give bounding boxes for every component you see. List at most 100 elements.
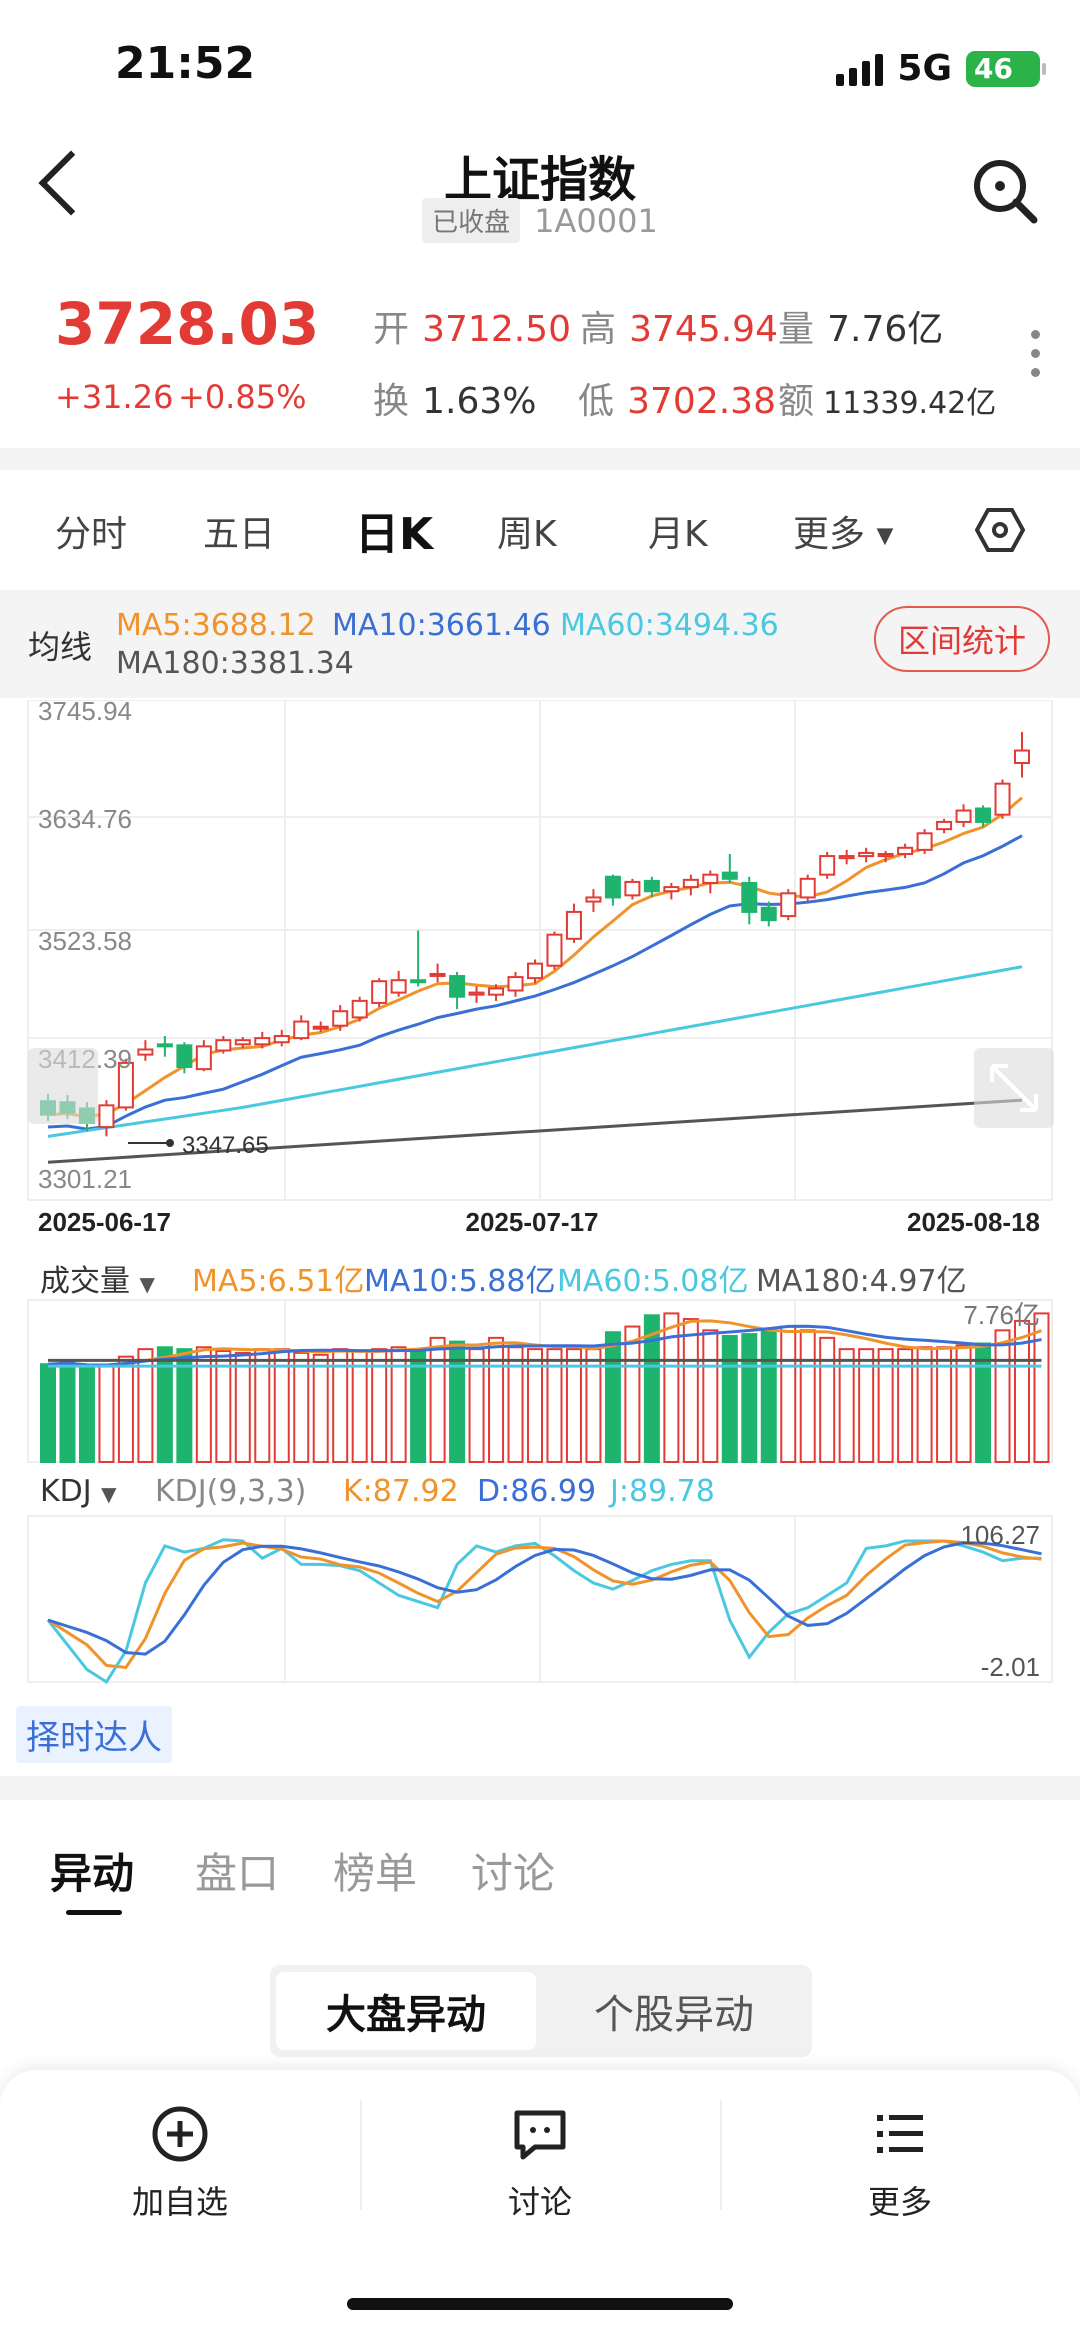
open-row: 开 3712.50 xyxy=(373,300,571,352)
tab-alerts[interactable]: 异动 xyxy=(50,1849,135,1898)
volume-bar xyxy=(682,1318,699,1463)
candle-body xyxy=(254,1037,271,1046)
tab-rankings[interactable]: 榜单 xyxy=(333,1849,418,1898)
min-marker-label: 3347.65 xyxy=(182,1132,269,1159)
ma10-line xyxy=(47,834,1023,1131)
candle-body xyxy=(994,782,1011,816)
tab-monthly-k[interactable]: 月K xyxy=(648,514,708,555)
open-value: 3712.50 xyxy=(422,309,571,350)
candle-body xyxy=(546,933,563,967)
volume-bar xyxy=(195,1346,212,1463)
home-indicator xyxy=(347,2298,733,2310)
expand-icon[interactable] xyxy=(974,1048,1054,1128)
tab-intraday[interactable]: 分时 xyxy=(55,514,128,555)
tab-more[interactable]: 更多 ▼ xyxy=(793,505,893,557)
kdj-k: K:87.92 xyxy=(343,1474,459,1509)
volume-bar xyxy=(1014,1319,1030,1464)
ma-label: 均线 xyxy=(28,628,93,666)
candle-body xyxy=(273,1035,290,1044)
search-icon[interactable] xyxy=(970,156,1040,226)
kdj-k-line xyxy=(47,1539,1042,1670)
volume-bar xyxy=(780,1325,797,1463)
volume-bar xyxy=(1033,1312,1050,1464)
candle-body xyxy=(468,991,485,996)
more-options-icon[interactable] xyxy=(1031,330,1040,377)
candle-body xyxy=(98,1104,115,1129)
volume-bar xyxy=(604,1331,621,1464)
tab-discussion[interactable]: 讨论 xyxy=(471,1849,556,1898)
candle-body xyxy=(293,1020,310,1040)
candle-body xyxy=(351,999,368,1019)
timing-expert-badge[interactable]: 择时达人 xyxy=(16,1706,172,1763)
tab-orderbook[interactable]: 盘口 xyxy=(195,1849,280,1898)
volume-bar xyxy=(741,1333,758,1463)
volume-bar xyxy=(643,1314,660,1463)
more-button[interactable]: 更多 xyxy=(720,2105,1080,2223)
volume-bar xyxy=(877,1348,894,1464)
candle-body xyxy=(858,851,875,858)
candle-body xyxy=(312,1025,329,1030)
volume-bar xyxy=(215,1350,232,1463)
y-axis-label: 3301.21 xyxy=(38,1164,132,1194)
volume-bar xyxy=(936,1346,953,1463)
amount-label: 额 xyxy=(778,381,815,422)
settings-hexagon-icon[interactable] xyxy=(975,505,1025,555)
candle-body xyxy=(975,807,992,823)
high-row: 高 3745.94 xyxy=(580,300,778,352)
network-type: 5G xyxy=(897,48,952,89)
volume-bar xyxy=(293,1351,310,1464)
candle-body xyxy=(488,987,505,996)
volume-indicator-label[interactable]: 成交量 ▼ xyxy=(40,1256,155,1300)
volume-bar xyxy=(234,1351,251,1464)
candle-body xyxy=(429,972,446,977)
candle-body xyxy=(332,1010,349,1027)
volume-bar xyxy=(955,1344,972,1464)
volume-bar xyxy=(663,1312,680,1464)
volume-bar xyxy=(760,1329,777,1463)
volume-bar xyxy=(488,1336,505,1463)
collapse-panel-handle[interactable] xyxy=(28,1048,98,1124)
candle-body xyxy=(176,1044,193,1069)
candle-body xyxy=(371,980,388,1004)
x-axis-label: 2025-08-18 xyxy=(907,1207,1040,1237)
add-watchlist-button[interactable]: 加自选 xyxy=(0,2105,360,2223)
volume-bar xyxy=(429,1336,446,1463)
interval-stats-button[interactable]: 区间统计 xyxy=(874,606,1050,672)
volume-row: 量 7.76亿 xyxy=(778,300,943,352)
volume-bar xyxy=(624,1325,641,1463)
tab-5day[interactable]: 五日 xyxy=(203,514,276,555)
ma5-value: MA5:3688.12 xyxy=(116,608,316,643)
segment-market-alerts[interactable]: 大盘异动 xyxy=(276,1972,536,2050)
segment-stock-alerts[interactable]: 个股异动 xyxy=(594,1992,754,2038)
candle-body xyxy=(780,892,797,918)
chat-bubble-icon xyxy=(514,2110,566,2160)
candle-body xyxy=(760,906,777,922)
discuss-button[interactable]: 讨论 xyxy=(360,2105,720,2223)
tab-weekly-k[interactable]: 周K xyxy=(497,514,557,555)
volume-bar xyxy=(546,1348,563,1464)
high-label: 高 xyxy=(580,309,617,350)
tab-daily-k[interactable]: 日K xyxy=(355,509,434,560)
volume-bar xyxy=(40,1363,56,1464)
x-axis-label: 2025-07-17 xyxy=(466,1207,599,1237)
candle-body xyxy=(527,962,543,980)
kdj-j: J:89.78 xyxy=(610,1474,715,1509)
market-status-badge: 已收盘 xyxy=(422,198,521,243)
open-label: 开 xyxy=(373,309,410,350)
candle-body xyxy=(624,880,641,897)
add-circle-icon xyxy=(152,2106,208,2162)
divider xyxy=(720,2100,722,2210)
caret-down-icon: ▼ xyxy=(139,1272,155,1296)
kdj-params: KDJ(9,3,3) xyxy=(155,1474,307,1509)
kdj-indicator-label[interactable]: KDJ ▼ xyxy=(40,1474,117,1509)
vol-ma60: MA60:5.08亿 xyxy=(557,1264,749,1299)
vol-ma5: MA5:6.51亿 xyxy=(192,1264,365,1299)
tab-underline xyxy=(66,1910,122,1915)
ma180-line xyxy=(47,1098,1023,1164)
candle-body xyxy=(643,879,660,893)
volume-bar xyxy=(819,1336,836,1463)
kline-chart[interactable]: 7.76亿 106.27 -2.01 3745.94 3634.76 3523.58 3… xyxy=(0,700,1080,1760)
volume-bar xyxy=(449,1340,466,1463)
candle-body xyxy=(117,1061,134,1109)
candle-body xyxy=(702,873,719,884)
